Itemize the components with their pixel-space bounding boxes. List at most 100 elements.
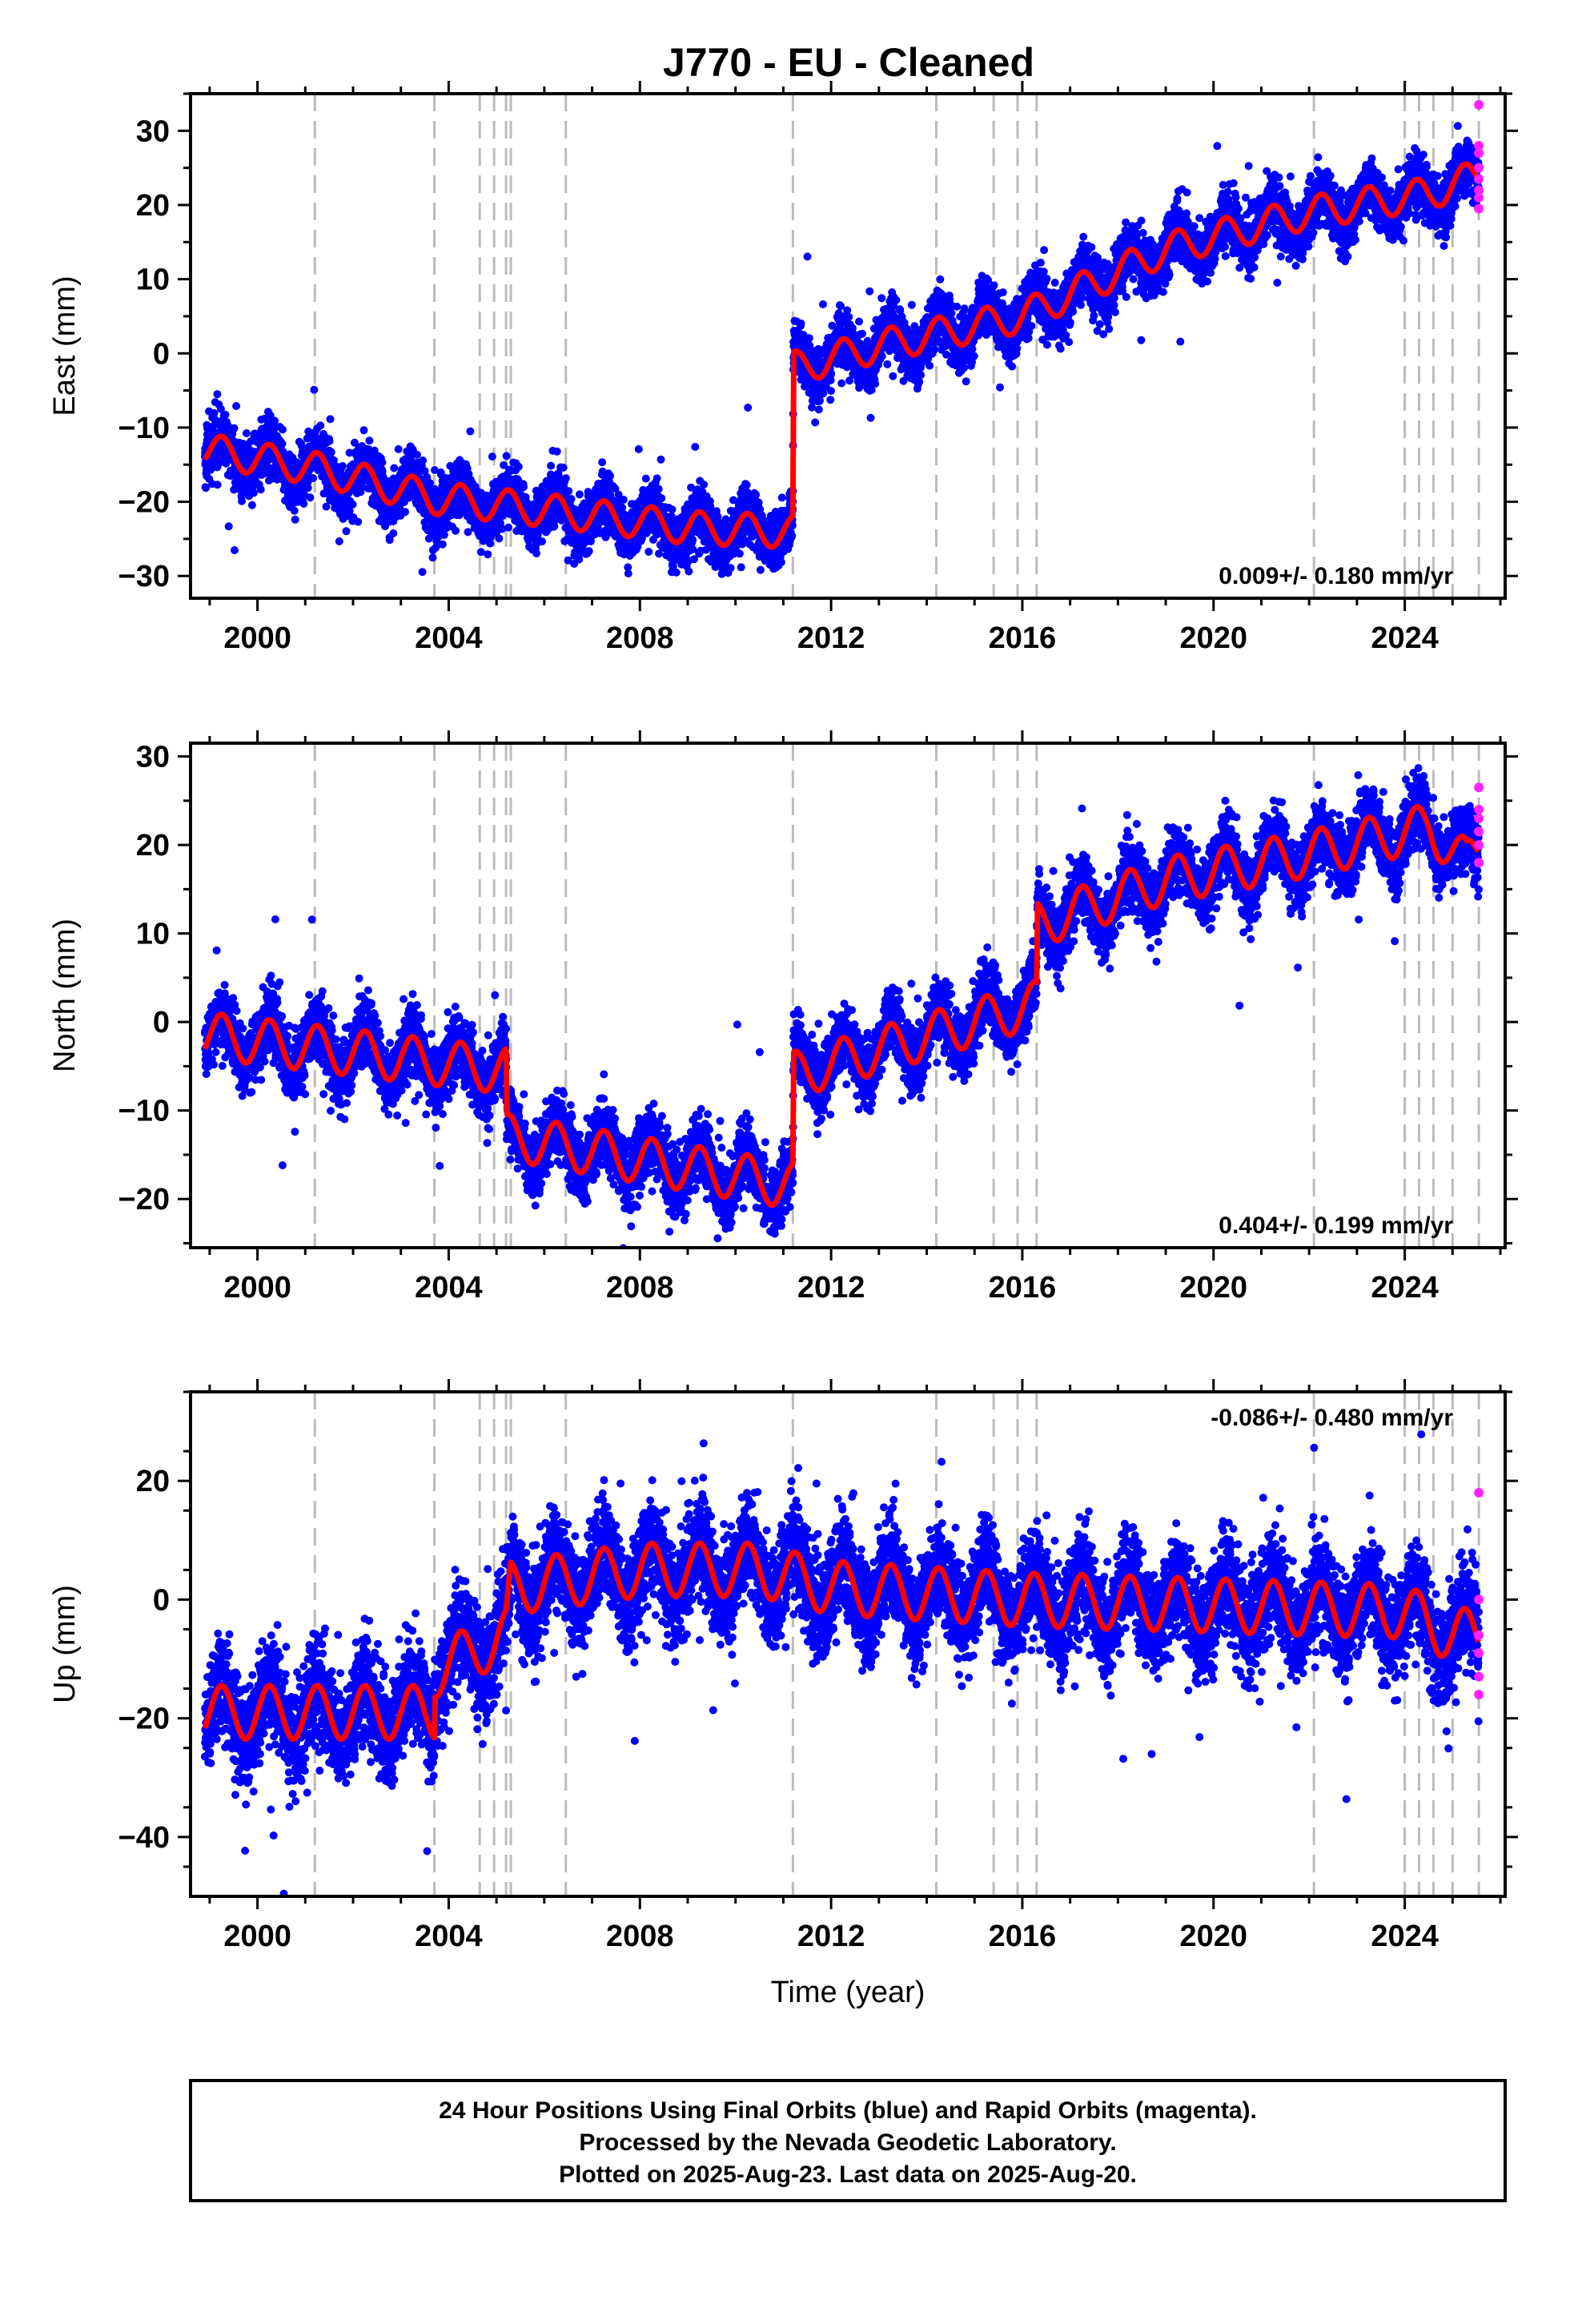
east-point — [297, 441, 306, 450]
east-point — [606, 472, 614, 480]
east-point — [249, 489, 258, 497]
east-point — [552, 447, 561, 456]
panel-east: 2000 2004 2008 2012 2016 2020 20243020100−10−2… — [48, 81, 1518, 655]
east-point — [213, 480, 222, 489]
east-point — [488, 452, 496, 461]
east-point — [656, 455, 665, 464]
east-point — [365, 436, 374, 445]
east-point — [266, 411, 275, 420]
east-point — [811, 418, 820, 427]
east-point — [394, 444, 403, 453]
east-point — [310, 385, 319, 394]
east-point — [389, 529, 398, 537]
east-point — [309, 474, 318, 482]
east-point — [345, 507, 354, 515]
east-point — [359, 426, 368, 435]
east-point — [504, 523, 512, 532]
east-point — [668, 505, 677, 514]
east-point — [805, 334, 813, 343]
east-point — [689, 536, 697, 545]
east-point — [354, 517, 363, 526]
east-point — [777, 558, 785, 567]
east-point — [575, 490, 584, 499]
east-point — [644, 548, 653, 556]
east-point — [322, 502, 331, 511]
east-point — [278, 440, 287, 448]
east-point — [303, 484, 312, 493]
east-point — [316, 421, 325, 430]
east-point — [216, 404, 225, 413]
east-final-orbit-points — [200, 122, 1483, 613]
east-point — [634, 444, 643, 453]
east-point — [587, 537, 595, 545]
east-plot-area — [200, 94, 1484, 613]
east-point — [624, 569, 632, 578]
east-point — [685, 567, 693, 576]
east-point — [737, 563, 745, 572]
east-point — [247, 501, 256, 509]
east-point — [466, 427, 475, 436]
east-point — [207, 465, 215, 474]
east-point — [654, 485, 663, 493]
east-point — [231, 546, 239, 554]
east-point — [495, 534, 504, 543]
east-point — [797, 319, 805, 328]
east-point — [327, 448, 335, 456]
east-point — [814, 405, 823, 414]
east-point — [803, 252, 812, 261]
east-point — [484, 550, 492, 559]
east-point — [502, 452, 511, 460]
east-point — [256, 485, 265, 494]
east-point — [390, 464, 399, 472]
panels: 2000 2004 2008 2012 2016 2020 20243020100−10−2… — [48, 81, 1518, 2009]
east-point — [657, 494, 666, 503]
east-point — [290, 506, 299, 515]
east-point — [291, 515, 299, 524]
east-point — [221, 410, 230, 419]
east-point — [335, 537, 343, 545]
east-point — [419, 456, 428, 464]
east-point — [652, 474, 661, 483]
east-point — [837, 379, 846, 388]
east-point — [202, 484, 211, 493]
east-point — [378, 458, 387, 467]
east-point — [238, 497, 246, 505]
east-point — [348, 500, 357, 509]
east-point — [213, 390, 222, 399]
east-point — [520, 483, 528, 492]
east-point — [845, 312, 853, 321]
east-point — [428, 553, 437, 562]
east-point — [232, 402, 241, 410]
east-point — [726, 564, 735, 573]
east-point — [584, 547, 593, 556]
east-point — [561, 474, 570, 483]
east-point — [819, 300, 827, 308]
east-point — [808, 403, 817, 412]
east-point — [735, 549, 744, 558]
east-point — [306, 493, 315, 502]
east-point — [325, 436, 334, 445]
east-point — [224, 522, 233, 531]
east-point — [826, 396, 835, 404]
east-point — [230, 424, 239, 432]
east-point — [756, 565, 765, 574]
east-point — [242, 429, 251, 437]
east-point — [742, 480, 751, 489]
east-point — [350, 605, 358, 613]
east-point — [843, 306, 852, 315]
east-point — [412, 450, 421, 459]
east-point — [672, 568, 681, 577]
east-point — [418, 568, 427, 577]
east-point — [744, 404, 753, 412]
east-point — [271, 416, 279, 425]
east-point — [691, 443, 700, 451]
east-point — [641, 474, 650, 483]
east-point — [619, 496, 628, 504]
east-point — [788, 532, 797, 540]
east-point — [777, 493, 786, 502]
east-point — [721, 515, 730, 524]
east-point — [547, 461, 556, 470]
east-point — [440, 531, 448, 539]
east-point — [567, 495, 576, 503]
